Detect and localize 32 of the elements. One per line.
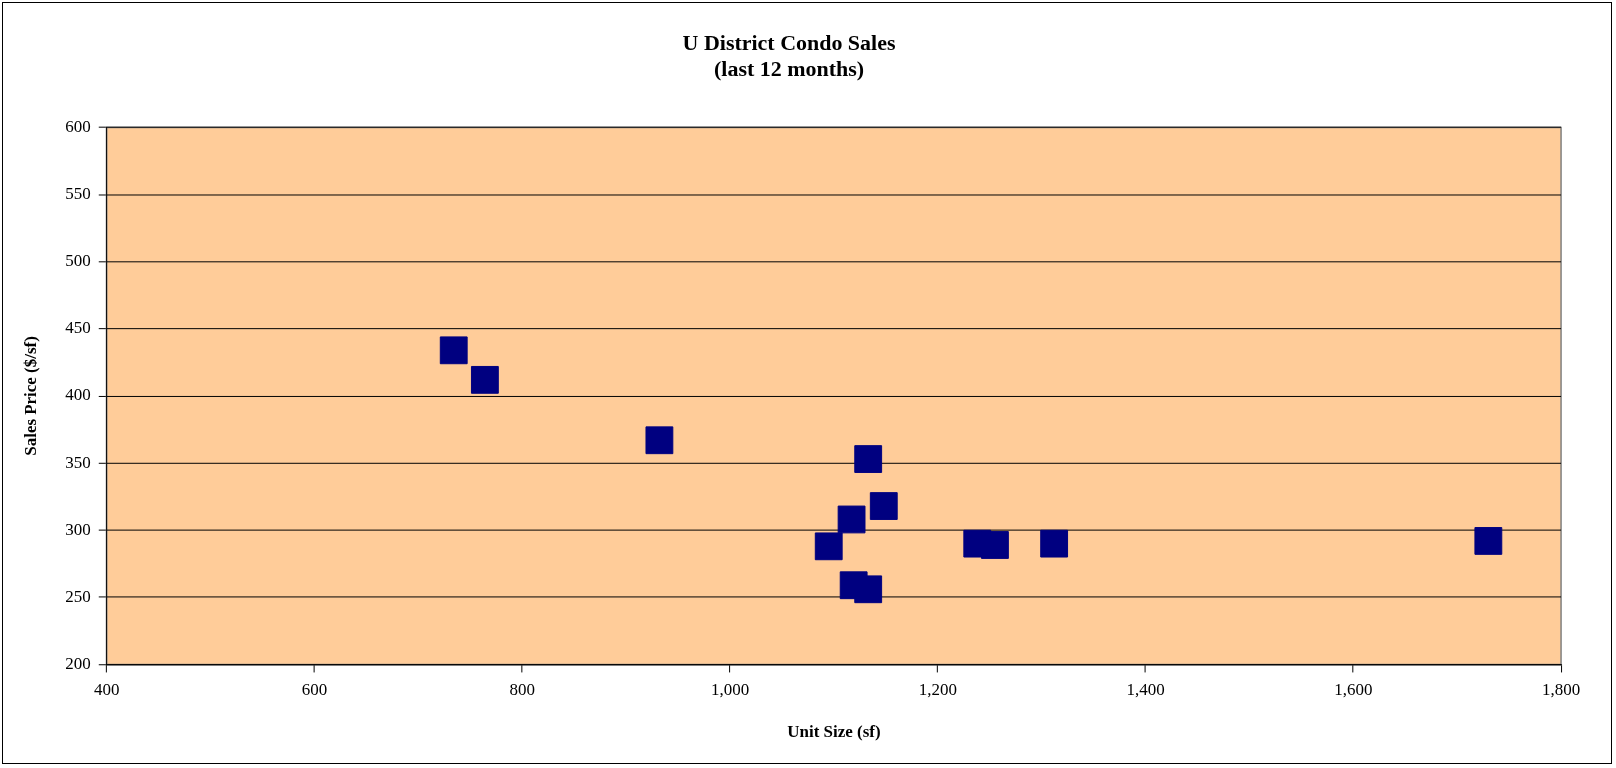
y-tick-label: 200 [65,653,91,673]
point [837,505,866,534]
point [814,532,843,561]
point [1474,527,1503,555]
y-tick-label: 450 [65,318,91,338]
y-axis-title: Sales Price ($/sf) [20,336,40,456]
point [854,575,883,604]
point [439,336,468,365]
point [470,365,499,394]
x-tick-label: 1,600 [1334,680,1373,700]
x-tick-label: 1,200 [918,680,957,700]
x-tick-label: 1,800 [1541,680,1581,700]
y-tick-label: 300 [65,519,91,539]
y-tick-label: 350 [65,452,91,472]
y-tick-label: 600 [65,116,91,136]
y-tick-label: 250 [65,586,91,606]
x-tick-label: 1,400 [1126,680,1165,700]
y-tick-label: 550 [65,184,91,204]
y-tick-label: 400 [65,385,91,405]
point [869,492,898,520]
x-tick-label: 600 [301,680,328,700]
point [1040,529,1069,558]
x-tick-label: 800 [509,680,536,700]
point [645,426,674,455]
point [854,445,883,473]
point [981,531,1009,559]
x-axis-title: Unit Size (sf) [787,722,881,742]
x-tick-label: 400 [94,680,120,700]
text: (last 12 months) [714,56,865,82]
y-tick-label: 500 [65,251,91,271]
text: U District Condo Sales [682,29,896,55]
x-tick-label: 1,000 [710,680,750,700]
